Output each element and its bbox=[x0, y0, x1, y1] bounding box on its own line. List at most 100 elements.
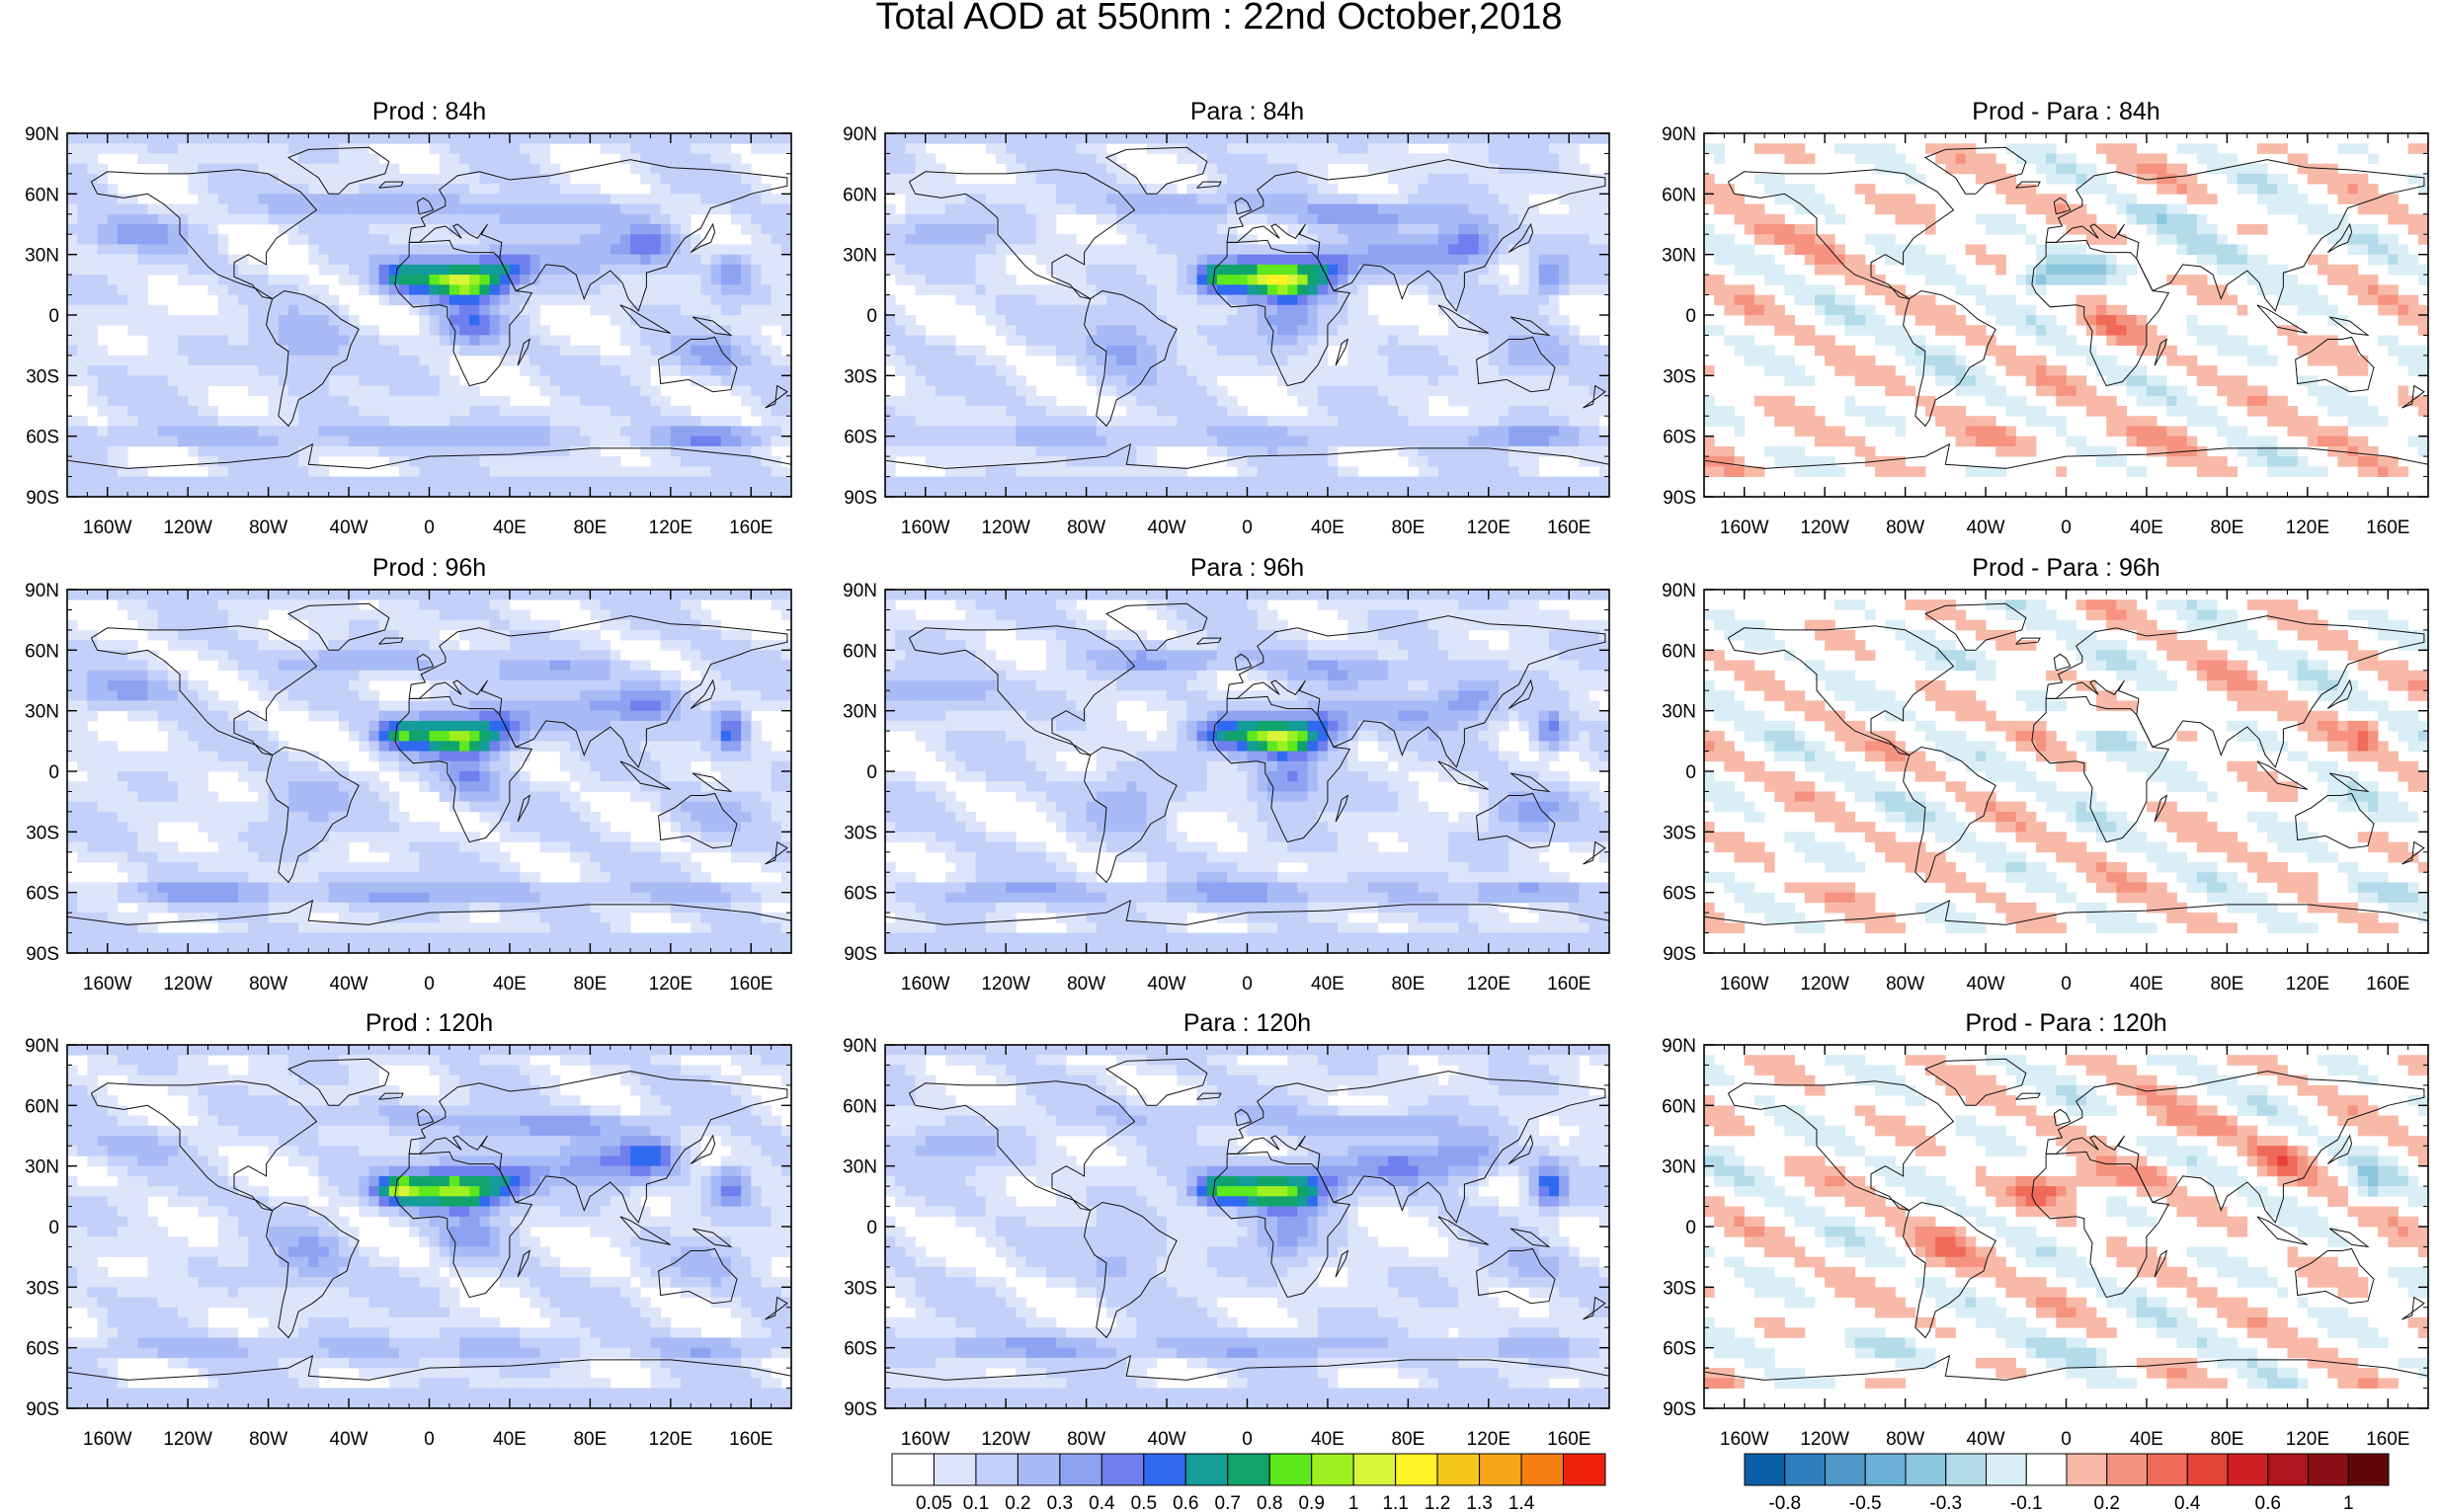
lon-tick-label: 160E bbox=[1547, 974, 1590, 995]
lon-tick-label: 80E bbox=[573, 1429, 607, 1450]
map-panel-prod-96: Prod : 96h 90N 60N 30N 0 30S 60S 90S 160W 120W 80W… bbox=[25, 554, 792, 995]
lat-tick-label: 90N bbox=[25, 581, 59, 601]
lon-tick-label: 40W bbox=[1967, 1429, 2005, 1450]
lon-tick-label: 120W bbox=[163, 974, 212, 995]
lon-tick-label: 0 bbox=[2061, 517, 2072, 538]
lon-tick-label: 80E bbox=[573, 517, 607, 538]
colorbar-swatch bbox=[1563, 1453, 1606, 1486]
lat-tick-label: 0 bbox=[866, 306, 877, 327]
lon-tick-label: 0 bbox=[2061, 1429, 2072, 1450]
colorbar-swatch bbox=[2106, 1453, 2148, 1486]
lat-tick-label: 90S bbox=[26, 944, 59, 965]
lon-tick-label: 120E bbox=[1467, 1429, 1510, 1450]
lat-tick-label: 30N bbox=[843, 246, 877, 267]
panel-title: Para : 96h bbox=[1190, 554, 1304, 582]
lon-tick-label: 160E bbox=[2366, 1429, 2409, 1450]
lat-tick-label: 90S bbox=[1663, 488, 1696, 509]
lat-tick-label: 60N bbox=[25, 185, 59, 205]
colorbar-swatch bbox=[1227, 1453, 1270, 1486]
colorbar-swatch bbox=[2267, 1453, 2309, 1486]
colorbar-swatch bbox=[891, 1453, 935, 1486]
lat-tick-label: 90S bbox=[26, 1399, 59, 1420]
lon-tick-label: 120W bbox=[981, 974, 1030, 995]
lon-tick-label: 160W bbox=[1720, 517, 1769, 538]
colorbar-swatch bbox=[1100, 1453, 1145, 1486]
coastlines bbox=[885, 146, 1609, 469]
lat-tick-label: 30N bbox=[1662, 702, 1696, 723]
colorbar-label: 0.6 bbox=[2255, 1493, 2281, 1512]
lon-tick-label: 0 bbox=[424, 974, 435, 995]
lon-tick-label: 80W bbox=[1067, 517, 1105, 538]
colorbar-label: 1 bbox=[2343, 1493, 2354, 1512]
shaded-field bbox=[67, 590, 791, 953]
lon-tick-label: 80W bbox=[1067, 974, 1105, 995]
colorbar-label: 1.4 bbox=[1508, 1493, 1535, 1512]
lat-tick-label: 60S bbox=[1663, 428, 1696, 448]
shaded-field bbox=[885, 1045, 1609, 1408]
coastlines bbox=[885, 1058, 1609, 1381]
colorbar-swatch bbox=[2308, 1453, 2349, 1486]
lat-tick-label: 60N bbox=[25, 641, 59, 662]
lon-tick-label: 40W bbox=[330, 517, 368, 538]
lon-tick-label: 120E bbox=[1467, 974, 1510, 995]
colorbar-swatch bbox=[1520, 1453, 1565, 1486]
lat-tick-label: 90S bbox=[844, 488, 877, 509]
lon-tick-label: 80W bbox=[1886, 974, 1924, 995]
lat-tick-label: 0 bbox=[1685, 306, 1696, 327]
lat-tick-label: 90S bbox=[26, 488, 59, 509]
colorbar-swatch bbox=[1905, 1453, 1947, 1486]
lon-tick-label: 40E bbox=[1311, 974, 1344, 995]
panel-title: Para : 84h bbox=[1190, 98, 1304, 125]
colorbar-label: 0.8 bbox=[1257, 1493, 1282, 1512]
lon-tick-label: 160E bbox=[729, 974, 773, 995]
colorbar-label: 0.9 bbox=[1298, 1493, 1324, 1512]
colorbar-swatch bbox=[1744, 1453, 1786, 1486]
colorbar-label: 0.4 bbox=[2174, 1493, 2201, 1512]
shaded-field bbox=[885, 590, 1609, 953]
map-panel-diff-84: Prod - Para : 84h 90N 60N 30N 0 30S 60S 90S 160W… bbox=[1662, 98, 2429, 538]
lat-tick-label: 30N bbox=[25, 702, 59, 723]
colorbar-label: 1.2 bbox=[1425, 1493, 1450, 1512]
lat-tick-label: 90N bbox=[1662, 1036, 1696, 1057]
map-panel-prod-84: Prod : 84h 90N 60N 30N 0 30S 60S 90S 160W 120W 80W… bbox=[25, 98, 792, 538]
lon-tick-label: 120E bbox=[1467, 517, 1510, 538]
lon-tick-label: 160E bbox=[729, 517, 773, 538]
lat-tick-label: 60N bbox=[25, 1096, 59, 1117]
lon-tick-label: 160E bbox=[1547, 517, 1590, 538]
lat-tick-label: 30N bbox=[25, 1157, 59, 1178]
map-panel-diff-120: Prod - Para : 120h 90N 60N 30N 0 30S 60S 90S 160… bbox=[1662, 1009, 2429, 1450]
lat-tick-label: 60N bbox=[1662, 641, 1696, 662]
lat-tick-label: 90N bbox=[843, 124, 877, 145]
lat-tick-label: 0 bbox=[866, 762, 877, 783]
difference-colorbar: -0.8 -0.5 -0.3 -0.1 0.2 0.4 0.6 1 bbox=[1744, 1453, 2390, 1512]
colorbar-swatch bbox=[1479, 1453, 1522, 1486]
lat-tick-label: 90N bbox=[843, 581, 877, 601]
lon-tick-label: 40E bbox=[493, 974, 527, 995]
colorbar-swatch bbox=[1825, 1453, 1866, 1486]
lon-tick-label: 80W bbox=[1067, 1429, 1105, 1450]
lat-tick-label: 30S bbox=[26, 1278, 59, 1299]
lon-tick-label: 0 bbox=[424, 1429, 435, 1450]
lon-tick-label: 80W bbox=[1886, 1429, 1924, 1450]
colorbar-swatch bbox=[1268, 1453, 1313, 1486]
shaded-field bbox=[1704, 590, 2428, 953]
map-panel-prod-120: Prod : 120h 90N 60N 30N 0 30S 60S 90S 160W 120W 80… bbox=[25, 1009, 792, 1450]
colorbar-label: -0.3 bbox=[1929, 1493, 1962, 1512]
colorbar-swatch bbox=[1059, 1453, 1102, 1486]
colorbar-swatch bbox=[933, 1453, 977, 1486]
lat-tick-label: 30N bbox=[843, 702, 877, 723]
lon-tick-label: 0 bbox=[1242, 517, 1253, 538]
lon-tick-label: 80E bbox=[2210, 974, 2243, 995]
lon-tick-label: 40W bbox=[1148, 517, 1186, 538]
lon-tick-label: 0 bbox=[2061, 974, 2072, 995]
lon-tick-label: 40E bbox=[2130, 1429, 2163, 1450]
lat-tick-label: 90N bbox=[843, 1036, 877, 1057]
lon-tick-label: 160W bbox=[83, 517, 132, 538]
lon-tick-label: 160W bbox=[901, 1429, 950, 1450]
lon-tick-label: 120W bbox=[1800, 974, 1849, 995]
colorbar-swatch bbox=[2186, 1453, 2229, 1486]
lat-tick-label: 90N bbox=[25, 124, 59, 145]
lon-tick-label: 0 bbox=[1242, 1429, 1253, 1450]
lon-tick-label: 160E bbox=[2366, 974, 2409, 995]
lat-tick-label: 60S bbox=[844, 884, 877, 905]
